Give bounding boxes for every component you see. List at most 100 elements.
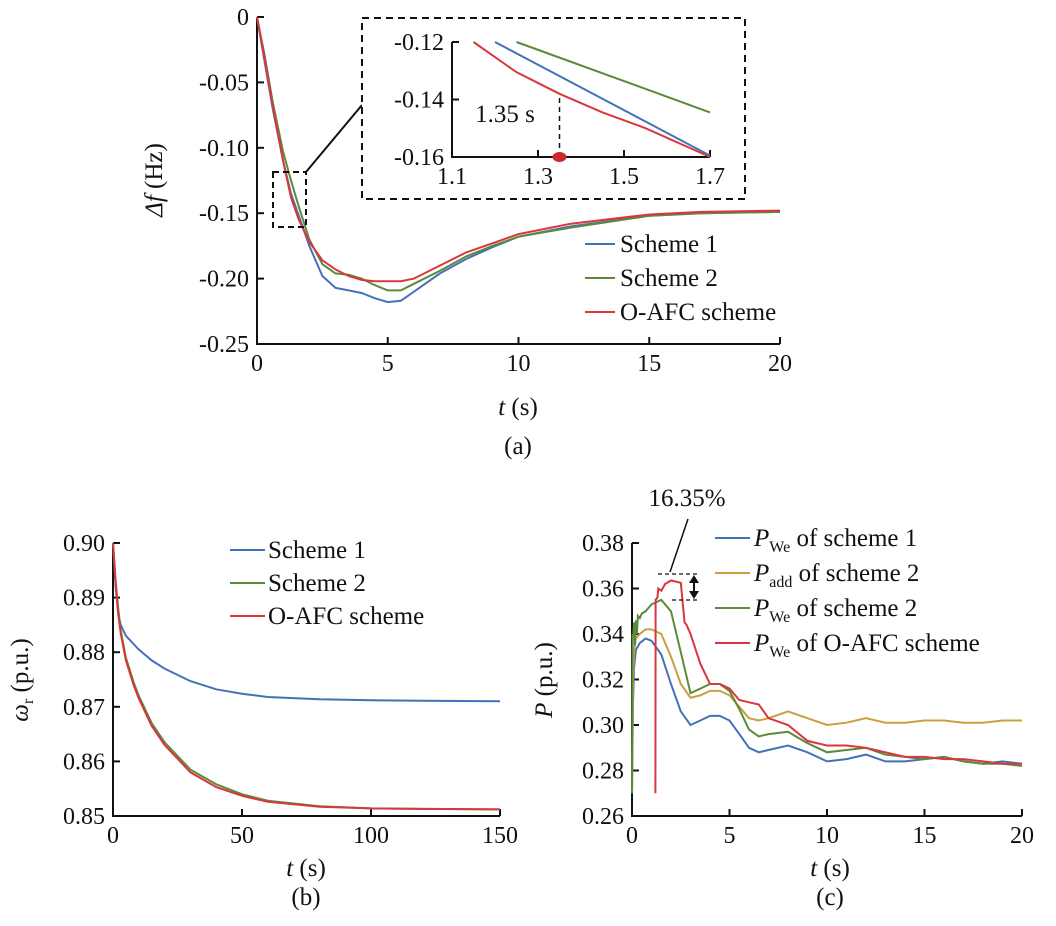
b-x-tick-label: 0 (107, 823, 119, 849)
b-x-axis-label: t (s) (286, 855, 326, 882)
a-y-tick-label: -0.25 (199, 332, 249, 358)
a-inset-annotation: 1.35 s (475, 101, 535, 128)
b-legend-label: O-AFC scheme (268, 603, 424, 630)
a-y-tick-label: -0.10 (199, 136, 249, 162)
a-legend-label: Scheme 1 (620, 231, 718, 258)
b-x-tick-label: 100 (353, 823, 389, 849)
c-y-tick-label: 0.36 (582, 577, 624, 603)
c-annotation: 16.35% (648, 485, 725, 512)
label-unit: (Hz) (141, 143, 168, 195)
label-variable: t (810, 855, 818, 882)
c-x-tick-label: 10 (815, 823, 839, 849)
c-legend-label: PWe of O-AFC scheme (753, 630, 980, 661)
c-series-line-2 (631, 628, 1022, 794)
a-x-tick-label: 10 (507, 351, 531, 377)
a-y-axis-label: Δf (Hz) (141, 143, 168, 218)
a-inset-y-tick-label: -0.14 (394, 88, 444, 114)
label-unit: (p.u.) (531, 642, 558, 702)
label-variable: t (498, 394, 506, 421)
label-unit: (s) (293, 855, 326, 882)
c-y-tick-label: 0.38 (582, 531, 624, 557)
a-inset-series-line-3 (472, 41, 711, 158)
c-annotation-leader (669, 518, 689, 573)
b-series-line-3 (112, 542, 501, 811)
b-x-tick-label: 50 (230, 823, 254, 849)
legend-rest: of scheme 2 (792, 560, 919, 587)
legend-subscript: add (769, 574, 792, 591)
c-y-tick-label: 0.32 (582, 668, 624, 694)
b-y-axis-label: ωr (p.u.) (7, 638, 37, 721)
legend-rest: of scheme 1 (790, 525, 917, 552)
c-x-tick-label: 5 (724, 823, 736, 849)
caption-a: (a) (504, 433, 532, 460)
a-x-tick-label: 15 (637, 351, 661, 377)
b-y-tick-label: 0.87 (63, 695, 105, 721)
label-variable: t (286, 855, 294, 882)
a-y-tick-label: -0.15 (199, 201, 249, 227)
legend-rest: of scheme 2 (790, 595, 917, 622)
c-delta-arrowhead-up (689, 575, 699, 583)
c-x-tick-label: 15 (913, 823, 937, 849)
label-variable: P (531, 703, 558, 719)
c-series-line-4 (654, 579, 1022, 794)
b-legend-label: Scheme 2 (268, 570, 366, 597)
a-y-tick-label: -0.20 (199, 267, 249, 293)
a-series-line-2 (256, 16, 781, 292)
c-x-axis-label: t (s) (810, 855, 850, 882)
panel-c-chart: 0 5 10 15 20 0.26 0.28 0.30 0.32 0.34 0.36 0.38 t (s… (531, 485, 1034, 882)
a-x-tick-label: 20 (768, 351, 792, 377)
a-series-line-3 (256, 16, 781, 283)
caption-b: (b) (291, 884, 320, 911)
a-inset-x-tick-label: 1.3 (523, 164, 553, 190)
c-delta-arrowhead-down (689, 591, 699, 599)
a-y-tick-label: -0.05 (199, 70, 249, 96)
c-legend-label: PWe of scheme 1 (753, 525, 917, 556)
a-inset-y-tick-label: -0.16 (394, 145, 444, 171)
a-inset-marker-dot (552, 152, 567, 162)
b-y-tick-label: 0.90 (63, 531, 105, 557)
legend-variable: P (753, 595, 769, 622)
a-inset-x-tick-label: 1.5 (609, 164, 639, 190)
legend-rest: of O-AFC scheme (790, 630, 980, 657)
c-y-axis-label: P (p.u.) (531, 642, 558, 719)
c-legend-label: Padd of scheme 2 (753, 560, 919, 591)
a-x-tick-label: 5 (382, 351, 394, 377)
b-y-tick-label: 0.89 (63, 586, 105, 612)
a-legend-label: O-AFC scheme (620, 299, 776, 326)
label-unit: (p.u.) (7, 638, 34, 698)
c-y-tick-label: 0.26 (582, 804, 624, 830)
c-y-tick-label: 0.28 (582, 759, 624, 785)
c-y-tick-label: 0.34 (582, 622, 624, 648)
legend-subscript: We (769, 539, 790, 556)
b-y-tick-label: 0.86 (63, 749, 105, 775)
legend-variable: P (753, 525, 769, 552)
a-inset-series-line-2 (516, 41, 711, 114)
a-inset-x-tick-label: 1.1 (437, 164, 467, 190)
b-y-tick-label: 0.88 (63, 640, 105, 666)
c-legend-label: PWe of scheme 2 (753, 595, 917, 626)
a-zoom-region (272, 171, 307, 228)
c-x-tick-label: 20 (1010, 823, 1034, 849)
a-inset-series-line-1 (494, 41, 711, 157)
legend-variable: P (753, 560, 769, 587)
label-variable: ω (7, 704, 34, 722)
label-variable: Δf (141, 192, 168, 218)
label-unit: (s) (817, 855, 850, 882)
c-series-line-1 (631, 637, 1023, 794)
c-x-tick-label: 0 (626, 823, 638, 849)
a-x-tick-label: 0 (251, 351, 263, 377)
c-y-tick-label: 0.30 (582, 713, 624, 739)
legend-subscript: We (769, 644, 790, 661)
a-x-axis-label: t (s) (498, 394, 538, 421)
panel-b-chart: 0 50 100 150 0.85 0.86 0.87 0.88 0.89 0.90 t (s) ωr… (7, 531, 518, 882)
label-subscript: r (20, 698, 37, 704)
label-unit: (s) (505, 394, 538, 421)
a-legend-label: Scheme 2 (620, 265, 718, 292)
b-x-tick-label: 150 (482, 823, 518, 849)
caption-c: (c) (816, 884, 844, 911)
b-y-tick-label: 0.85 (63, 804, 105, 830)
legend-subscript: We (769, 609, 790, 626)
legend-variable: P (753, 630, 769, 657)
panel-a-chart: 0 5 10 15 20 0 -0.05 -0.10 -0.15 -0.20 -0.25 t (s) Δ… (141, 5, 792, 421)
